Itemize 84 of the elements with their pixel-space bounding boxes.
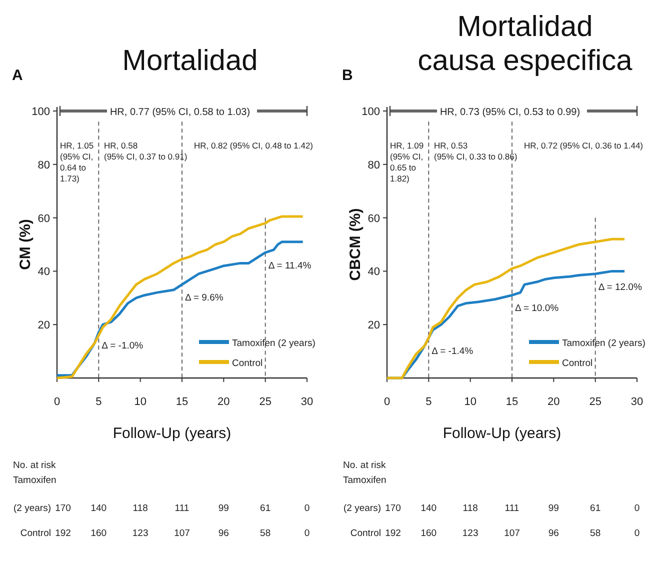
annotation: HR, 0.77 (95% CI, 0.58 to 1.03) [110, 107, 250, 118]
y-axis-title: CM (%) [17, 219, 34, 270]
text: (2 years) [344, 503, 381, 514]
text: 170 [385, 503, 401, 514]
text: 118 [132, 503, 148, 514]
text: No. at risk Tamoxifen [343, 460, 386, 486]
x-tick-label: 30 [630, 396, 644, 408]
text: 140 [90, 503, 107, 514]
y-tick-label: 80 [38, 159, 50, 172]
annotation: HR, 1.09 (95% CI, 0.65 to 1.82) [390, 140, 424, 184]
text: 118 [462, 503, 478, 514]
annotation: Δ = 12.0% [598, 282, 642, 293]
legend-label: Control [232, 358, 263, 369]
annotation: Δ = 10.0% [515, 303, 560, 314]
chart-subtitle: A [12, 67, 23, 84]
legend-label: Tamoxifen (2 years) [562, 338, 646, 349]
text: 0 [304, 528, 310, 539]
annotation: HR, 1.05 (95% CI, 0.64 to 1.73) [60, 140, 94, 184]
y-tick-label: 40 [368, 266, 380, 278]
x-tick-label: 10 [464, 396, 476, 408]
text: Control [20, 528, 51, 539]
text: 160 [420, 528, 437, 539]
annotation: Δ = -1.0% [102, 340, 144, 352]
text: 61 [590, 503, 601, 514]
text: 123 [462, 528, 478, 539]
text: 123 [132, 528, 148, 539]
x-tick-label: 15 [176, 396, 188, 408]
text: 99 [548, 503, 559, 514]
x-tick-label: 20 [548, 396, 560, 408]
text: No. at risk Tamoxifen [13, 460, 56, 486]
x-tick-label: 25 [589, 396, 602, 408]
x-tick-label: 5 [426, 396, 432, 408]
y-tick-label: 60 [368, 212, 380, 225]
annotation: HR, 0.53 (95% CI, 0.33 to 0.86) [434, 140, 518, 162]
annotation: HR, 0.72 (95% CI, 0.36 to 1.44) [524, 140, 644, 150]
text: 192 [55, 528, 71, 539]
y-tick-label: 100 [32, 106, 50, 118]
annotation: Δ = 11.4% [268, 260, 312, 272]
text: 140 [420, 503, 437, 514]
text: Control [350, 528, 381, 539]
text: 170 [55, 503, 71, 514]
text: 111 [504, 503, 520, 514]
x-tick-label: 5 [96, 396, 102, 408]
y-tick-label: 20 [38, 320, 50, 332]
legend-label: Control [562, 358, 593, 369]
annotation: HR, 0.73 (95% CI, 0.53 to 0.99) [440, 107, 580, 118]
chart-title: Mortalidad causa especifica [418, 11, 634, 77]
y-tick-label: 80 [368, 159, 380, 172]
text: 111 [174, 503, 190, 514]
x-tick-label: 20 [218, 396, 230, 408]
text: 107 [504, 528, 520, 539]
y-tick-label: 60 [38, 212, 50, 225]
y-tick-label: 40 [38, 266, 50, 278]
annotation: Δ = 9.6% [185, 292, 224, 304]
text: 0 [304, 503, 310, 514]
x-tick-label: 0 [54, 396, 60, 408]
text: 0 [634, 528, 640, 539]
text: 99 [218, 503, 229, 514]
y-axis-title: CBCM (%) [347, 208, 364, 281]
annotation: Δ = -1.4% [432, 346, 474, 357]
x-tick-label: 30 [300, 396, 314, 408]
text: 61 [260, 503, 271, 514]
chart-subtitle: B [342, 67, 353, 84]
x-tick-label: 10 [134, 396, 146, 408]
text: (2 years) [14, 503, 51, 514]
annotation: HR, 0.58 (95% CI, 0.37 to 0.91) [104, 140, 188, 162]
x-tick-label: 0 [384, 396, 390, 408]
y-tick-label: 20 [368, 320, 380, 332]
annotation: HR, 0.82 (95% CI, 0.48 to 1.42) [194, 140, 314, 150]
text: 96 [218, 528, 229, 539]
chart-title: Mortalidad [122, 45, 258, 77]
y-tick-label: 100 [362, 106, 380, 118]
text: 58 [260, 528, 271, 539]
text: 192 [385, 528, 401, 539]
x-axis-title: Follow-Up (years) [112, 425, 232, 442]
x-tick-label: 15 [506, 396, 518, 408]
text: 107 [174, 528, 190, 539]
legend-label: Tamoxifen (2 years) [232, 338, 316, 349]
x-tick-label: 25 [259, 396, 272, 408]
text: 0 [634, 503, 640, 514]
text: 160 [90, 528, 107, 539]
text: 58 [590, 528, 601, 539]
text: 96 [548, 528, 559, 539]
x-axis-title: Follow-Up (years) [442, 425, 562, 442]
